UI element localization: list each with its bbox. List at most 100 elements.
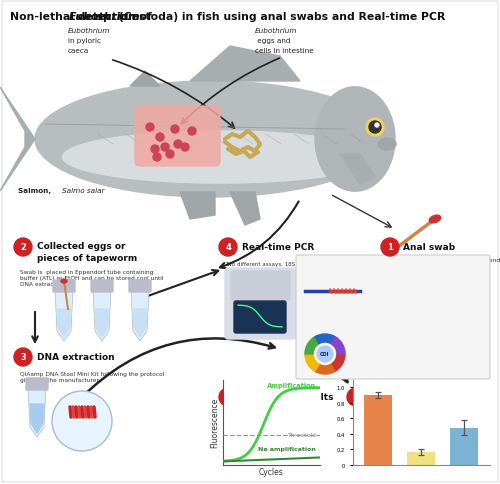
Text: Mitochondrial DNA: Mitochondrial DNA (305, 329, 367, 335)
FancyBboxPatch shape (135, 107, 220, 166)
Circle shape (305, 334, 345, 374)
Text: Eubothrium: Eubothrium (255, 28, 298, 34)
Polygon shape (190, 47, 300, 82)
Circle shape (166, 151, 174, 159)
Text: Threshold: Threshold (287, 433, 316, 438)
Text: 3: 3 (20, 353, 26, 362)
Text: Anal swab: Anal swab (403, 243, 455, 252)
Circle shape (171, 126, 179, 134)
Circle shape (14, 348, 32, 366)
Text: Cotton swab is inserted into anal opening and
rotated for 10 seconds.: Cotton swab is inserted into anal openin… (355, 257, 500, 268)
FancyBboxPatch shape (26, 378, 48, 390)
Text: Swab is  placed in Eppendorf tube containing
buffer (ATL) or EtOH and can be sto: Swab is placed in Eppendorf tube contain… (20, 270, 164, 286)
Text: 5: 5 (225, 393, 231, 402)
Circle shape (317, 346, 333, 362)
Ellipse shape (315, 88, 395, 192)
FancyBboxPatch shape (231, 272, 290, 301)
Circle shape (14, 239, 32, 257)
Circle shape (174, 141, 182, 149)
Bar (408, 453, 435, 465)
Circle shape (369, 122, 381, 134)
Bar (450, 428, 478, 465)
Circle shape (52, 391, 112, 451)
Polygon shape (133, 309, 147, 337)
Circle shape (219, 239, 237, 257)
Ellipse shape (429, 216, 441, 224)
Text: Real-time PCR: Real-time PCR (242, 243, 314, 252)
Text: The ribosomal rDNA assay: The ribosomal rDNA assay (305, 276, 393, 283)
Polygon shape (130, 72, 160, 87)
Circle shape (151, 146, 159, 154)
Text: 1: 1 (387, 243, 393, 252)
Text: QIAamp DNA Stool Mini Kit following the protocol
given by the manufacturer.: QIAamp DNA Stool Mini Kit following the … (20, 371, 164, 382)
Ellipse shape (62, 132, 378, 184)
FancyBboxPatch shape (225, 269, 296, 339)
Text: Eubothrium: Eubothrium (68, 28, 110, 34)
Text: eggs and: eggs and (255, 38, 290, 44)
Ellipse shape (61, 279, 67, 284)
Wedge shape (331, 337, 345, 354)
Text: Salmon,: Salmon, (18, 188, 54, 194)
Polygon shape (131, 289, 149, 341)
Text: in pyloric: in pyloric (68, 38, 101, 44)
Text: 2: 2 (20, 243, 26, 252)
Wedge shape (315, 334, 335, 344)
Text: qPCR test  results: qPCR test results (242, 393, 334, 402)
Text: Two different assays, 18S rDNA and COI mtDNA. Can be analysed as single-plex or
: Two different assays, 18S rDNA and COI m… (225, 261, 453, 272)
Wedge shape (331, 354, 345, 372)
Ellipse shape (35, 82, 385, 197)
Circle shape (156, 134, 164, 142)
Text: Eubothrium: Eubothrium (68, 12, 140, 22)
Text: 4: 4 (225, 243, 231, 252)
Circle shape (161, 144, 169, 151)
Polygon shape (57, 309, 71, 337)
Text: Eubo_CO1_Forward: GAGTTCCCACAGGCATTAAGGT
Eubo_CO1_Probe:  HEX-GAGCCAATTTTTGTGGTG: Eubo_CO1_Forward: GAGTTCCCACAGGCATTAAGGT… (350, 339, 490, 364)
FancyBboxPatch shape (234, 302, 286, 333)
Text: Salmo salar: Salmo salar (62, 188, 104, 194)
Polygon shape (340, 155, 375, 184)
Ellipse shape (378, 139, 396, 151)
Text: cells in intestine: cells in intestine (255, 48, 314, 54)
Circle shape (219, 388, 237, 406)
Text: Eubo_18S_Forward:
GTGGAGCGATTTGTCTGGTT
Eubo_18S_Probe: FAM-
ACGAAGGAGACTCCAACCTG: Eubo_18S_Forward: GTGGAGCGATTTGTCTGGTT E… (370, 284, 451, 321)
Text: COI: COI (320, 352, 330, 357)
Polygon shape (28, 387, 46, 437)
FancyBboxPatch shape (53, 280, 75, 292)
Circle shape (181, 144, 189, 151)
Circle shape (347, 388, 365, 406)
Text: No amplification: No amplification (258, 446, 316, 451)
Circle shape (153, 154, 161, 162)
Text: Eubothrium: Eubothrium (225, 270, 257, 274)
Text: 6: 6 (353, 393, 359, 402)
Text: DNA extraction: DNA extraction (37, 353, 115, 362)
Circle shape (375, 124, 379, 128)
Wedge shape (315, 364, 335, 374)
Bar (364, 395, 392, 465)
X-axis label: Cycles: Cycles (259, 468, 283, 476)
Polygon shape (95, 309, 109, 337)
Circle shape (146, 124, 154, 132)
Circle shape (188, 128, 196, 136)
FancyBboxPatch shape (91, 280, 113, 292)
Circle shape (315, 344, 335, 364)
Y-axis label: Fluorescence: Fluorescence (210, 397, 220, 447)
Text: Non-lethal detection of: Non-lethal detection of (10, 12, 156, 22)
Text: sp. (Cestoda) in fish using anal swabs and Real-time PCR: sp. (Cestoda) in fish using anal swabs a… (92, 12, 445, 22)
Wedge shape (305, 354, 319, 372)
Polygon shape (0, 88, 35, 192)
Polygon shape (30, 404, 44, 433)
Circle shape (381, 239, 399, 257)
Polygon shape (230, 193, 260, 226)
Circle shape (366, 119, 384, 136)
Text: Prevalence of infection: Prevalence of infection (370, 393, 488, 402)
Polygon shape (93, 289, 111, 341)
Text: Collected eggs or
pieces of tapeworm: Collected eggs or pieces of tapeworm (37, 242, 137, 262)
Text: Amplification: Amplification (267, 382, 316, 389)
Polygon shape (180, 193, 215, 220)
Polygon shape (55, 289, 73, 341)
Text: caeca: caeca (68, 48, 89, 54)
Text: Primers and probes for screening: Primers and probes for screening (305, 263, 450, 272)
FancyBboxPatch shape (296, 256, 490, 379)
FancyBboxPatch shape (129, 280, 151, 292)
Wedge shape (305, 337, 319, 354)
